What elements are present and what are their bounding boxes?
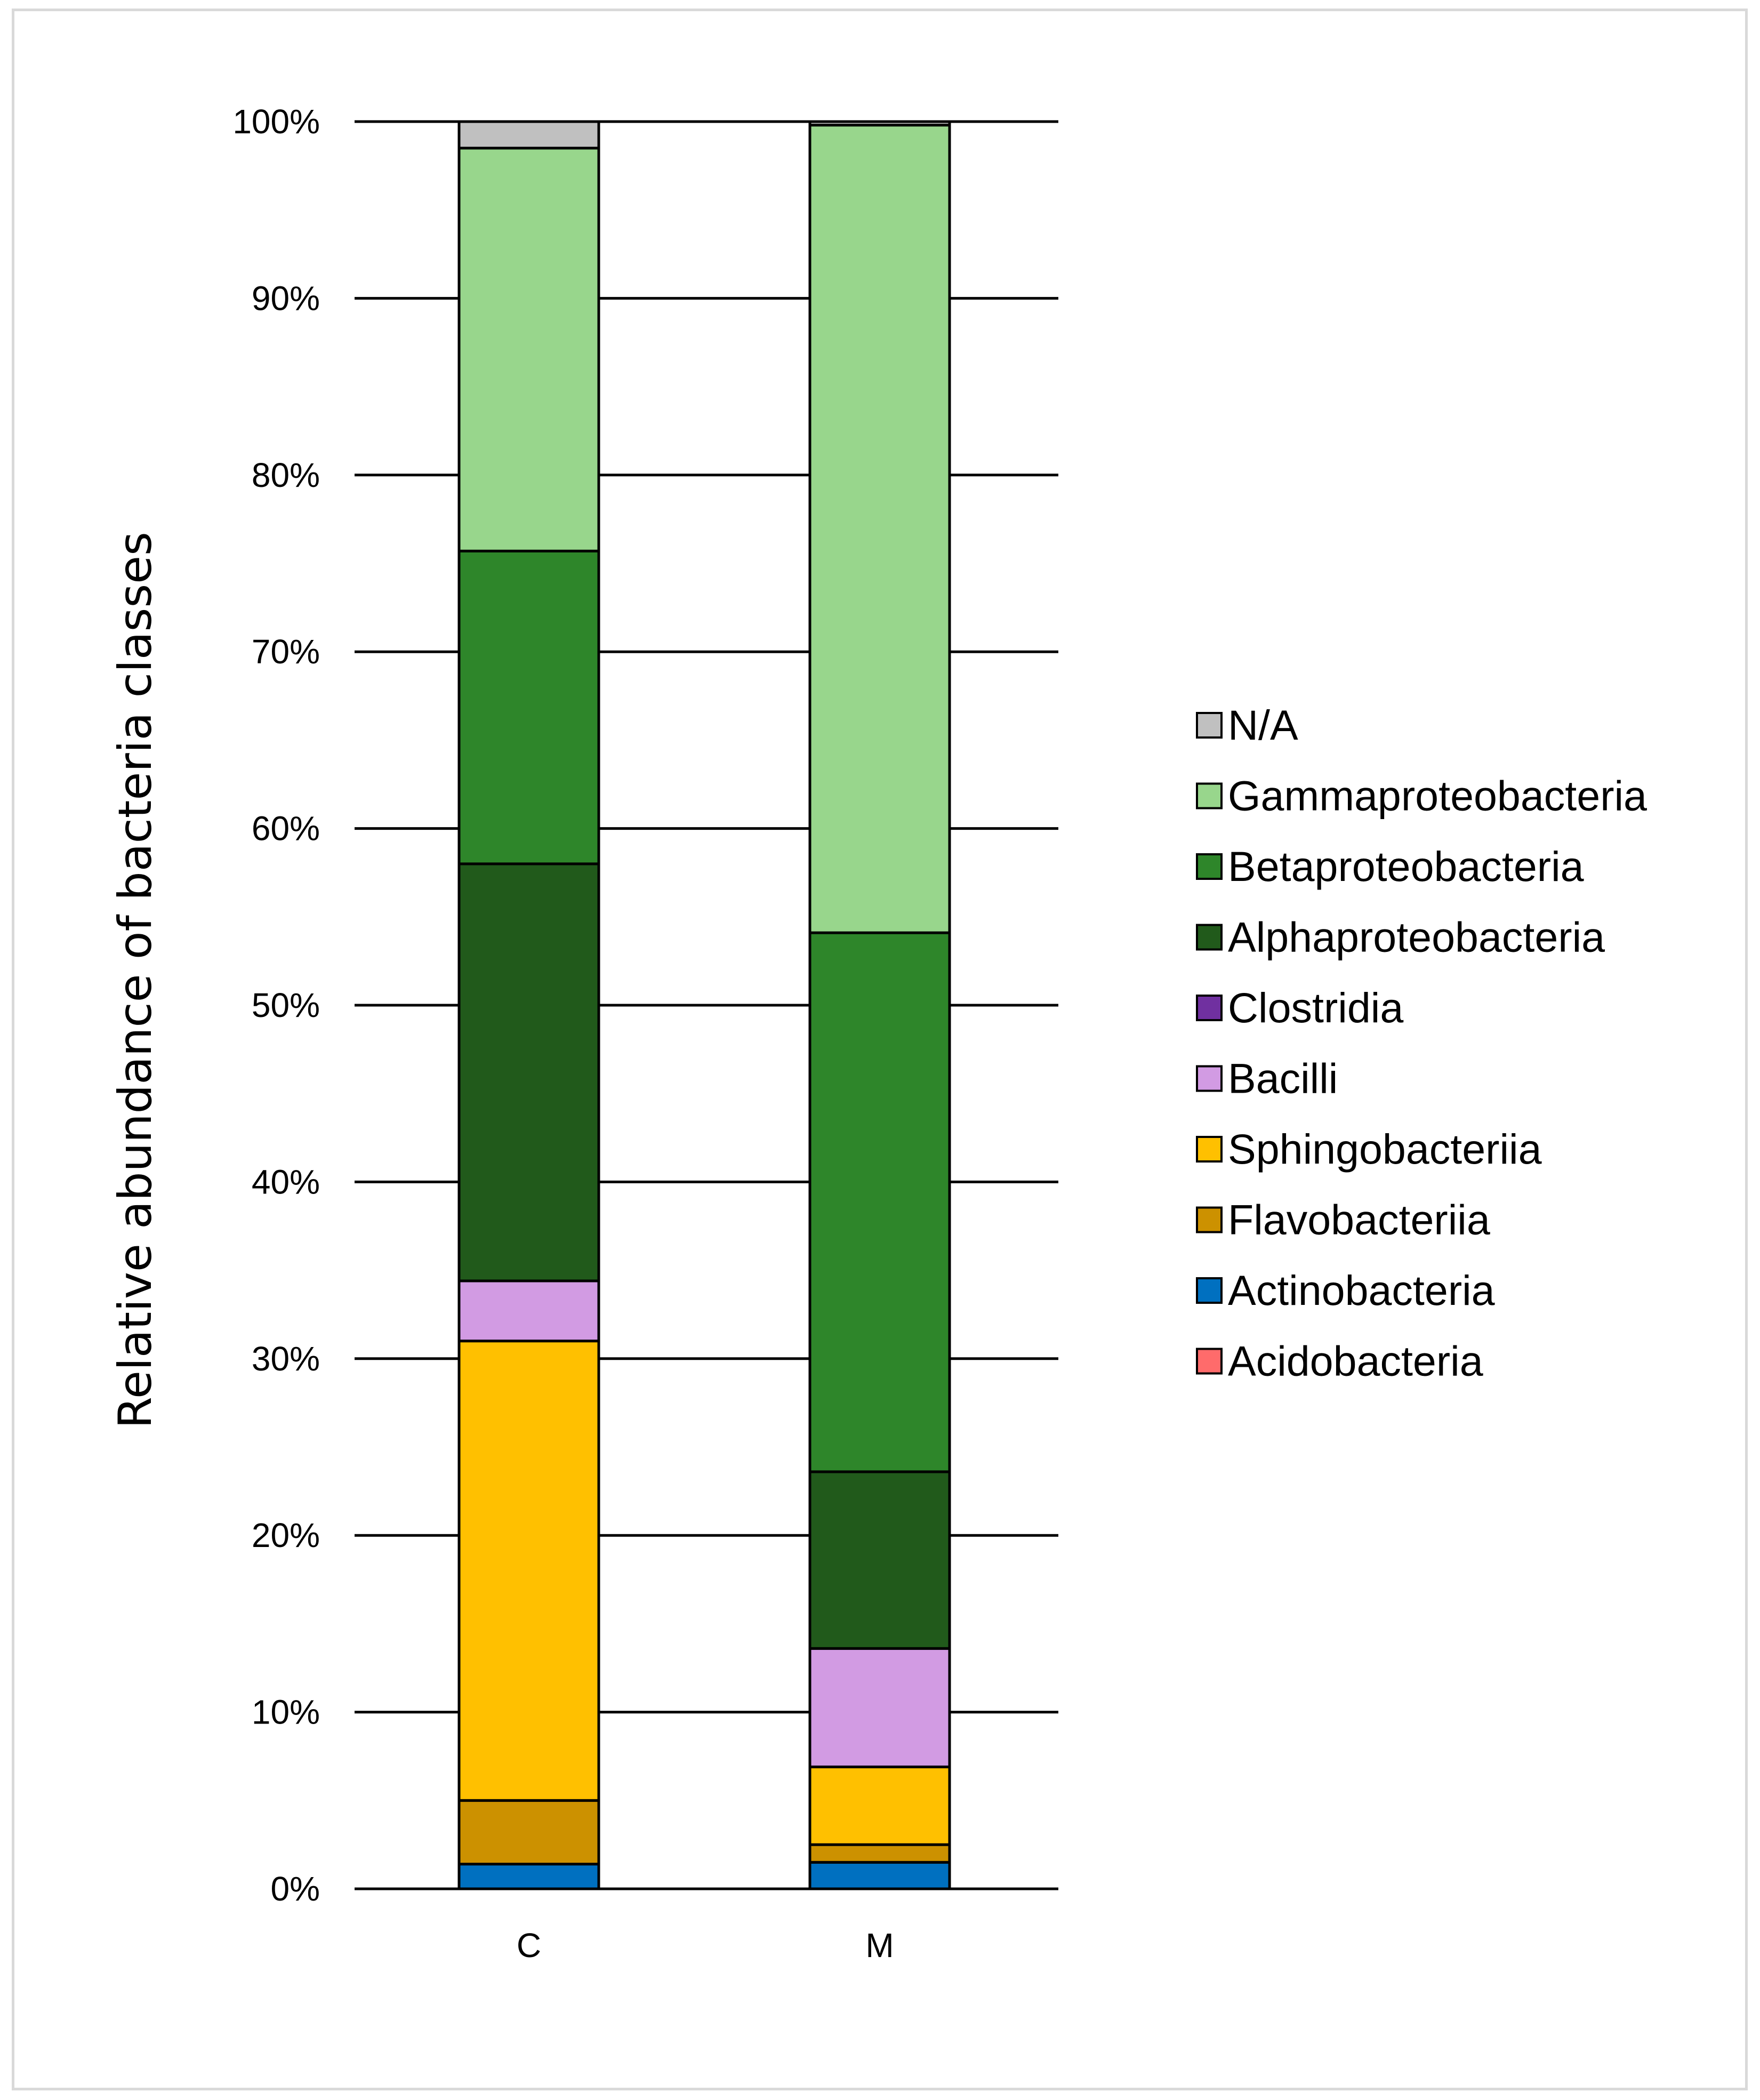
legend-swatch — [1196, 995, 1223, 1021]
legend: N/A Gammaproteobacteria Betaproteobacteria… — [1196, 701, 1647, 1385]
bar-segment — [457, 147, 600, 552]
y-tick-label: 90% — [252, 279, 320, 317]
bar-segment — [457, 862, 600, 1283]
x-tick-label: M — [865, 1926, 894, 1965]
bar-segment — [808, 1647, 951, 1768]
bar-segment — [808, 931, 951, 1473]
bar-segment — [457, 1279, 600, 1343]
bars — [457, 120, 951, 1890]
legend-label: Clostridia — [1228, 984, 1403, 1031]
bar-segment — [457, 549, 600, 865]
legend-label: Acidobacteria — [1228, 1337, 1483, 1385]
legend-label: Gammaproteobacteria — [1228, 772, 1647, 820]
legend-label: Alphaproteobacteria — [1228, 913, 1605, 961]
legend-label: Sphingobacteriia — [1228, 1125, 1542, 1173]
legend-swatch — [1196, 1277, 1223, 1304]
bar-segment — [808, 124, 951, 934]
legend-swatch — [1196, 712, 1223, 739]
legend-swatch — [1196, 1348, 1223, 1375]
y-tick-label: 40% — [252, 1163, 320, 1201]
y-tick-label: 50% — [252, 986, 320, 1024]
legend-label: Bacilli — [1228, 1055, 1338, 1102]
bar-segment — [808, 1861, 951, 1890]
y-tick-label: 10% — [252, 1693, 320, 1732]
legend-label: Flavobacteriia — [1228, 1196, 1490, 1244]
legend-swatch — [1196, 853, 1223, 880]
y-tick-label: 100% — [232, 102, 320, 141]
y-tick-label: 0% — [271, 1870, 320, 1908]
legend-label: Betaproteobacteria — [1228, 843, 1584, 890]
legend-swatch — [1196, 1136, 1223, 1163]
bar-segment — [808, 1470, 951, 1650]
legend-label: N/A — [1228, 701, 1298, 749]
bar-segment — [808, 1765, 951, 1846]
x-tick-label: C — [517, 1926, 541, 1965]
legend-swatch — [1196, 1206, 1223, 1233]
y-tick-label: 60% — [252, 809, 320, 848]
bar-segment — [808, 120, 951, 127]
legend-swatch — [1196, 924, 1223, 951]
bar-segment — [457, 1863, 600, 1890]
y-axis-label: Relative abundance of bacteria classes — [109, 532, 162, 1429]
bar-segment — [457, 1799, 600, 1866]
y-tick-label: 80% — [252, 456, 320, 494]
legend-label: Actinobacteria — [1228, 1267, 1495, 1314]
bar-segment — [457, 120, 600, 150]
y-tick-label: 70% — [252, 632, 320, 671]
legend-swatch — [1196, 1065, 1223, 1092]
y-tick-label: 20% — [252, 1516, 320, 1554]
bar-segment — [457, 1340, 600, 1802]
y-axis-ticks: 0% 10% 20% 30% 40% 50% 60% 70% 80% 90% 100% — [232, 102, 320, 1908]
bar-segment — [808, 1843, 951, 1864]
legend-swatch — [1196, 782, 1223, 809]
y-tick-label: 30% — [252, 1340, 320, 1378]
